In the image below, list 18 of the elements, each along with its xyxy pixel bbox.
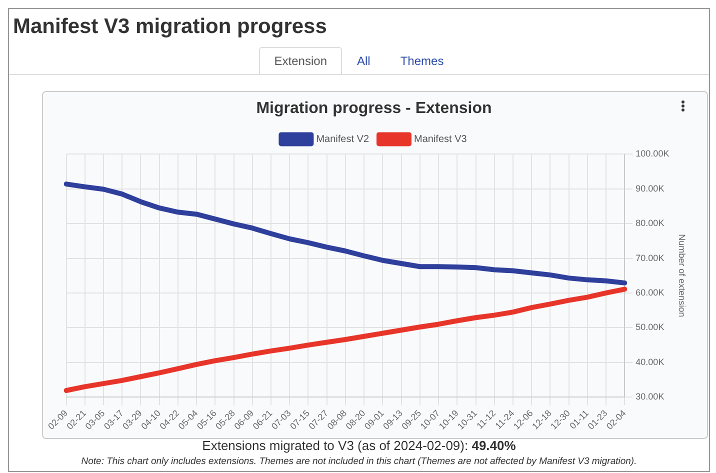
y-tick-label: 50.00K	[636, 322, 664, 332]
text: All	[342, 47, 386, 74]
y-tick-label: 80.00K	[636, 218, 664, 228]
y-tick-label: 90.00K	[636, 183, 664, 194]
y-tick-label: 70.00K	[636, 252, 664, 263]
text: Extension	[259, 47, 342, 74]
y-tick-label: 40.00K	[636, 356, 664, 367]
text: Note: This chart only includes extensions. Themes are not included in this chart (Themes are not affected by Manifest V3 migration).	[80, 456, 638, 468]
legend-label: Manifest V2	[316, 134, 370, 145]
y-axis-title: Number of extension	[677, 234, 688, 318]
text: Manifest V3 migration progress	[13, 15, 328, 39]
text: Extensions migrated to V3 (as of 2024-02-09): 49.40%	[201, 438, 517, 453]
chart-title: Migration progress - Extension	[256, 100, 492, 118]
text: Themes	[385, 47, 459, 74]
y-tick-label: 30.00K	[636, 392, 664, 402]
y-tick-label: 60.00K	[636, 287, 664, 298]
legend-label: Manifest V3	[414, 134, 468, 145]
y-tick-label: 100.00K	[636, 148, 670, 159]
